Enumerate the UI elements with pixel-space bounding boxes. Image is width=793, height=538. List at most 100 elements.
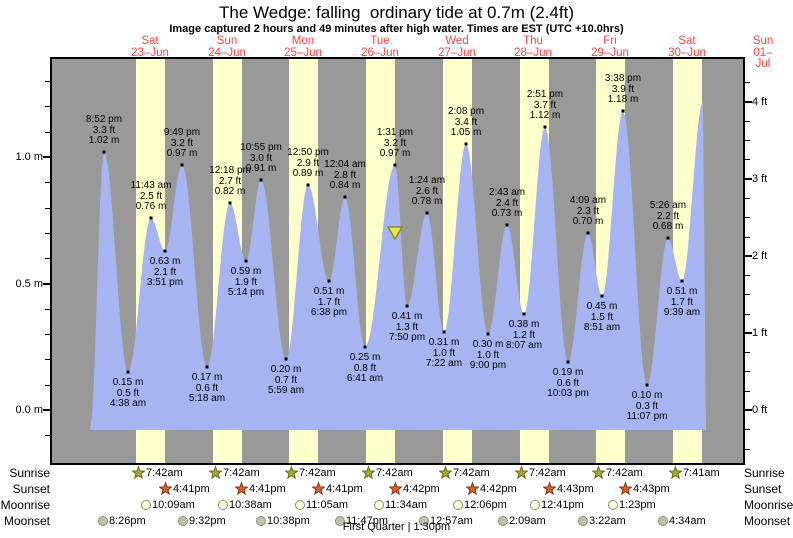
moon-phase-note: First Quarter | 1:30pm [342, 521, 451, 533]
astro-entry-sunset: 4:43pm [619, 482, 670, 496]
moonrise-icon [608, 500, 618, 510]
tide-extremum-dot [163, 249, 167, 253]
sunrise-star-icon [285, 466, 298, 480]
tide-label-line: 1.5 ft [590, 311, 614, 323]
tide-extremum-dot [343, 195, 347, 199]
sunset-star-icon [312, 482, 325, 496]
astro-entry-moonrise: 10:09am [141, 498, 195, 512]
axis-tick [745, 352, 750, 353]
astro-entry-sunset: 4:41pm [312, 482, 363, 496]
astro-entry-moonrise: 11:34am [374, 498, 427, 512]
astro-time: 7:42am [299, 467, 336, 479]
axis-tick [745, 314, 750, 315]
sunrise-star-icon [592, 466, 605, 480]
astro-time: 7:42am [146, 467, 183, 479]
axis-tick [45, 334, 50, 335]
axis-tick [745, 121, 750, 122]
astro-row-label-sunset-right: Sunset [744, 482, 782, 496]
tide-label-line: 8:52 pm [85, 114, 123, 125]
axis-tick [745, 198, 750, 199]
tide-label-line: 3.7 ft [533, 99, 557, 111]
axis-tick [43, 409, 50, 411]
tide-label-line: 2:08 pm [447, 106, 485, 117]
tide-extremum-dot [425, 211, 429, 215]
astro-entry-sunset: 4:42pm [389, 482, 440, 496]
low-tide-label: 0.17 m 0.6 ft 5:18 am [189, 372, 225, 405]
moonrise-icon [218, 500, 228, 510]
high-tide-label: 12:18 pm 2.7 ft 0.82 m [209, 165, 251, 198]
tide-label-line: 12:50 pm [287, 147, 329, 158]
tide-plot-area: 8:52 pm 3.3 ft 1.02 m 0.15 m 0.5 ft 4:38 am 11… [50, 57, 745, 465]
moonset-icon [419, 516, 429, 526]
axis-tick [45, 385, 50, 386]
high-tide-label: 10:55 pm 3.0 ft 0.91 m [240, 142, 282, 175]
axis-tick [43, 283, 50, 285]
astro-entry-sunrise: 7:41am [669, 466, 720, 480]
axis-tick [45, 132, 50, 133]
axis-tick [745, 391, 750, 392]
astro-entry-moonrise: 1:23pm [608, 498, 656, 512]
tide-label-line: 3.2 ft [383, 137, 407, 149]
astro-time: 4:41pm [249, 483, 286, 495]
moonrise-icon [141, 500, 151, 510]
tide-label-line: 0.82 m [214, 186, 246, 197]
astro-time: 4:34am [669, 515, 706, 527]
astro-time: 2:09am [509, 515, 546, 527]
astro-time: 1:23pm [619, 499, 656, 511]
day-label: Sun 24–Jun [208, 35, 246, 59]
tide-label-line: 2.5 ft [139, 190, 163, 202]
tide-label-line: 1:24 am [408, 175, 446, 186]
tide-label-line: 0.8 ft [353, 362, 377, 374]
tide-label-line: 6:38 pm [310, 307, 348, 318]
y-axis-label-right: 2 ft [752, 250, 768, 262]
high-tide-label: 9:49 pm 3.2 ft 0.97 m [164, 127, 200, 160]
tide-label-line: 0.97 m [166, 148, 198, 159]
high-tide-label: 11:43 am 2.5 ft 0.76 m [131, 180, 172, 213]
astro-time: 9:32pm [189, 515, 226, 527]
tide-extremum-dot [180, 163, 184, 167]
astro-entry-moonrise: 12:06pm [453, 498, 507, 512]
astro-entry-sunset: 4:41pm [159, 482, 210, 496]
axis-tick [745, 255, 752, 257]
day-label: Sat 30–Jun [668, 35, 706, 59]
tide-label-line: 0.45 m [586, 301, 618, 312]
tide-label-line: 0.15 m [112, 377, 144, 388]
sunrise-star-icon [669, 466, 682, 480]
tide-label-line: 1.0 ft [476, 349, 500, 361]
tide-extremum-dot [405, 304, 409, 308]
tide-label-line: 6:41 am [346, 373, 384, 384]
astro-entry-sunset: 4:43pm [543, 482, 594, 496]
sunrise-star-icon [439, 466, 452, 480]
moonset-icon [178, 516, 188, 526]
high-tide-label: 2:51 pm 3.7 ft 1.12 m [527, 89, 563, 122]
low-tide-label: 0.30 m 1.0 ft 9:00 pm [470, 339, 506, 372]
astro-row-label-sunrise-left: Sunrise [9, 466, 50, 480]
tide-extremum-dot [645, 383, 649, 387]
day-label: Mon 25–Jun [284, 35, 322, 59]
astro-entry-sunrise: 7:42am [439, 466, 490, 480]
astro-time: 7:42am [529, 467, 566, 479]
tide-extremum-dot [228, 201, 232, 205]
astro-row-label-moonset-left: Moonset [3, 514, 50, 528]
astro-entry-moonrise: 10:38am [218, 498, 272, 512]
tide-extremum-dot [102, 150, 106, 154]
tide-label-line: 0.51 m [666, 286, 698, 297]
tide-label-line: 0.59 m [230, 266, 262, 277]
y-axis-label-left: 0.0 m [15, 404, 43, 416]
day-label: Sun 01–Jul [748, 35, 778, 71]
high-tide-label: 2:43 am 2.4 ft 0.73 m [489, 187, 525, 220]
tide-label-line: 0.3 ft [635, 400, 659, 412]
tide-label-line: 0.17 m [191, 372, 223, 383]
astro-entry-moonset: 9:32pm [178, 514, 226, 528]
moonset-icon [498, 516, 508, 526]
astro-entry-moonset: 3:22am [578, 514, 626, 528]
astro-row-label-sunrise-right: Sunrise [744, 466, 785, 480]
axis-tick [745, 217, 750, 218]
astro-time: 4:42pm [480, 483, 517, 495]
tide-extremum-dot [149, 216, 153, 220]
tide-label-line: 0.70 m [572, 216, 604, 227]
tide-label-line: 1.18 m [607, 94, 639, 105]
day-label: Wed 27–Jun [438, 35, 476, 59]
y-axis-label-right: 3 ft [752, 173, 768, 185]
tide-extremum-dot [505, 223, 509, 227]
